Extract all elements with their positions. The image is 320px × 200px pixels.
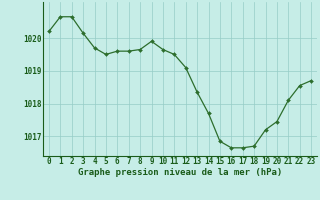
X-axis label: Graphe pression niveau de la mer (hPa): Graphe pression niveau de la mer (hPa) — [78, 168, 282, 177]
